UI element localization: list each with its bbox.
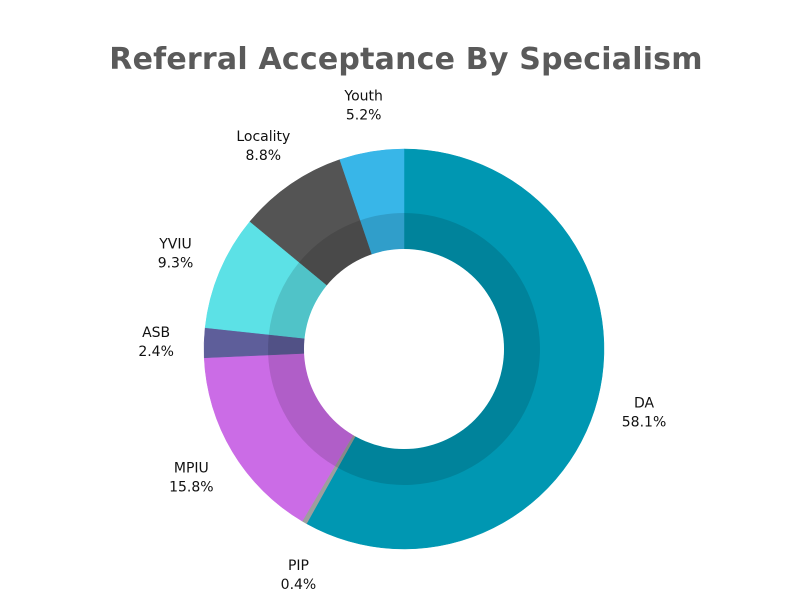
slice-name-pip: PIP	[288, 558, 309, 574]
slice-mpiu-inner-shade	[268, 353, 354, 467]
slice-label-locality: Locality 8.8%	[236, 129, 290, 164]
slice-pip-inner-shade	[334, 435, 356, 468]
slice-percent-mpiu: 15.8%	[169, 480, 213, 496]
inner-ring-group	[268, 213, 540, 486]
slice-label-da: DA 58.1%	[622, 395, 666, 430]
slice-locality-inner-shade	[299, 220, 372, 286]
slice-label-mpiu: MPIU 15.8%	[169, 461, 213, 496]
slice-name-asb: ASB	[142, 325, 170, 341]
slice-label-yviu: YVIU 9.3%	[158, 237, 194, 272]
slice-percent-yviu: 9.3%	[158, 256, 194, 272]
slice-da-inner-shade	[337, 213, 540, 486]
slice-name-da: DA	[634, 395, 655, 411]
donut-hole	[304, 249, 504, 449]
slice-name-mpiu: MPIU	[174, 461, 209, 477]
slice-percent-locality: 8.8%	[246, 148, 282, 164]
slice-name-youth: Youth	[343, 88, 383, 104]
slice-name-yviu: YVIU	[158, 237, 192, 253]
slice-percent-youth: 5.2%	[346, 107, 382, 123]
slice-asb-inner-shade	[268, 334, 305, 355]
slice-percent-da: 58.1%	[622, 414, 666, 430]
slice-yviu-inner-shade	[268, 262, 327, 339]
slice-percent-pip: 0.4%	[281, 577, 317, 593]
slice-label-pip: PIP 0.4%	[281, 558, 317, 593]
slice-youth-inner-shade	[360, 213, 404, 255]
slice-percent-asb: 2.4%	[138, 344, 174, 360]
slices-group	[203, 148, 605, 550]
slice-name-locality: Locality	[236, 129, 290, 145]
slice-label-youth: Youth 5.2%	[343, 88, 383, 123]
labels-group: DA 58.1% PIP 0.4% MPIU 15.8% ASB 2.4% YVIU 9.3% Lo…	[138, 88, 666, 593]
chart-title: Referral Acceptance By Specialism	[109, 42, 703, 77]
slice-label-asb: ASB 2.4%	[138, 325, 174, 360]
